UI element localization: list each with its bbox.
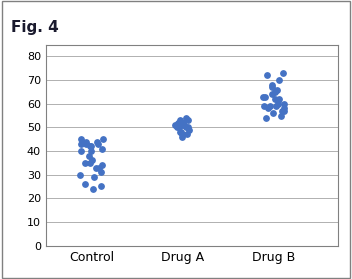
- Point: [179, 121, 185, 125]
- Point: [279, 109, 284, 113]
- Point: [267, 104, 273, 108]
- Point: [281, 106, 287, 111]
- Point: [179, 132, 184, 137]
- Point: [177, 118, 183, 122]
- Point: [262, 104, 267, 108]
- Point: [89, 158, 95, 163]
- Point: [95, 142, 101, 146]
- Point: [187, 128, 192, 132]
- Point: [276, 97, 281, 101]
- Point: [176, 125, 182, 129]
- Point: [270, 85, 275, 89]
- Point: [276, 78, 282, 82]
- Point: [177, 123, 183, 127]
- Point: [172, 123, 178, 127]
- Point: [82, 182, 88, 186]
- Point: [269, 92, 275, 97]
- Point: [272, 90, 277, 94]
- Point: [77, 172, 83, 177]
- Point: [262, 94, 268, 99]
- Text: Fig. 4: Fig. 4: [11, 20, 58, 35]
- Point: [275, 102, 281, 106]
- Point: [185, 125, 191, 129]
- Point: [279, 113, 284, 118]
- Point: [83, 139, 89, 144]
- Point: [183, 125, 189, 129]
- Point: [89, 144, 94, 148]
- Point: [99, 163, 105, 167]
- Point: [78, 142, 84, 146]
- Point: [180, 121, 186, 125]
- Point: [272, 97, 277, 101]
- Point: [98, 184, 104, 189]
- Point: [271, 111, 276, 116]
- Point: [87, 161, 93, 165]
- Point: [177, 123, 183, 127]
- Point: [178, 130, 184, 134]
- Point: [99, 146, 105, 151]
- Point: [273, 104, 279, 108]
- Point: [260, 94, 266, 99]
- Point: [179, 134, 185, 139]
- Point: [280, 71, 286, 75]
- Point: [87, 144, 93, 148]
- Point: [276, 99, 281, 104]
- Point: [265, 106, 271, 111]
- Point: [264, 73, 270, 78]
- Point: [180, 123, 186, 127]
- Point: [96, 165, 101, 170]
- Point: [82, 161, 87, 165]
- Point: [89, 149, 94, 153]
- Point: [281, 109, 287, 113]
- Point: [100, 137, 106, 141]
- Point: [180, 121, 185, 125]
- Point: [270, 83, 275, 87]
- Point: [91, 175, 96, 179]
- Point: [181, 123, 187, 127]
- Point: [86, 153, 92, 158]
- Point: [174, 125, 180, 129]
- Point: [183, 116, 189, 120]
- Point: [78, 137, 84, 141]
- Point: [93, 165, 99, 170]
- Point: [184, 132, 190, 137]
- Point: [90, 187, 95, 191]
- Point: [175, 121, 181, 125]
- Point: [94, 139, 100, 144]
- Point: [98, 170, 104, 174]
- Point: [274, 87, 280, 92]
- Point: [281, 102, 287, 106]
- Point: [177, 130, 183, 134]
- Point: [78, 149, 84, 153]
- Point: [185, 118, 190, 122]
- Point: [263, 116, 269, 120]
- Point: [83, 142, 89, 146]
